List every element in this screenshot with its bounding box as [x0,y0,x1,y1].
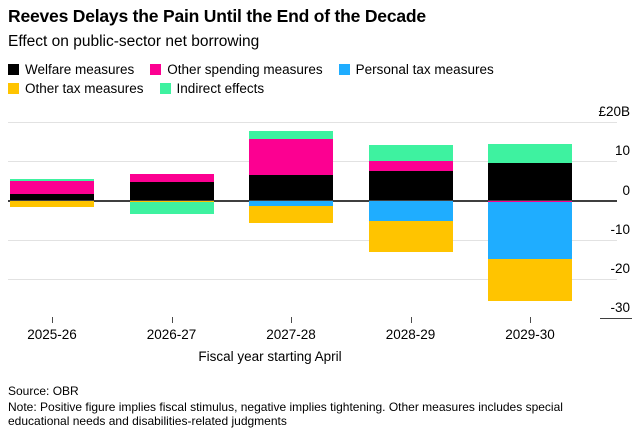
bar-segment [488,202,572,259]
y-axis-tick-label: £20B [598,103,630,119]
legend-label: Personal tax measures [355,62,494,77]
bar-segment [129,202,214,215]
bar-segment [368,220,453,252]
y-axis-tick-label: -20 [610,261,630,277]
bar-segment [249,138,333,176]
legend-row: Welfare measures Other spending measures P… [8,62,494,77]
x-axis-tick [171,317,173,323]
x-axis-tick [52,317,53,323]
legend-row: Other tax measures Indirect effects [8,81,494,96]
y-axis-tick-label: 10 [614,143,630,159]
legend-label: Other spending measures [167,62,323,77]
legend-item: Other tax measures [8,81,144,96]
gridline [8,239,617,241]
legend-item: Indirect effects [159,81,265,96]
bar-segment [249,175,333,201]
legend-label: Indirect effects [176,81,265,96]
chart-title: Reeves Delays the Pain Until the End of … [8,6,426,26]
legend-item: Other spending measures [150,62,323,77]
bar-segment [488,143,572,164]
gridline-short [600,318,632,320]
y-axis-tick-label: 0 [622,182,630,198]
legend-swatch-icon [150,64,162,75]
bar-segment [129,173,214,182]
legend-item: Personal tax measures [338,62,494,77]
legend-label: Welfare measures [25,62,135,77]
bar-segment [368,200,453,221]
chart-subtitle: Effect on public-sector net borrowing [8,33,260,50]
bar-segment [368,171,453,201]
x-axis-tick [291,317,292,323]
bar-segment [488,200,572,203]
legend-item: Welfare measures [8,62,134,77]
gridline [8,121,617,123]
bar-segment [488,258,572,302]
y-axis-tick-label: -10 [610,221,630,237]
bar-segment [249,130,333,139]
bar-segment [10,180,94,195]
note-text: Note: Positive figure implies fiscal sti… [8,399,563,429]
bar-segment [10,179,94,181]
bar-segment [488,163,572,201]
legend-swatch-icon [8,64,19,75]
x-axis-tick-label: 2026-27 [146,327,197,342]
bar-segment [10,200,94,207]
footer: Source: OBR Note: Positive figure implie… [8,384,606,429]
x-axis-tick [530,317,531,323]
bar-segment [368,144,453,161]
bar-segment [249,206,333,224]
bar-segment [129,181,214,201]
legend-swatch-icon [338,64,350,75]
bar-segment [368,160,453,171]
source-text: Source: OBR [8,384,79,398]
y-axis-tick-label: -30 [610,300,630,316]
x-axis-tick [410,317,412,323]
legend-label: Other tax measures [25,81,144,96]
legend-swatch-icon [8,83,19,94]
gridline [8,279,617,281]
x-axis-tick-label: 2027-28 [266,327,316,342]
x-axis-title: Fiscal year starting April [198,349,342,364]
legend: Welfare measures Other spending measures P… [8,62,494,96]
bar-segment [129,200,214,203]
x-axis-tick-label: 2025-26 [27,327,77,342]
bar-segment [10,194,94,201]
x-axis-tick-label: 2029-30 [505,327,555,342]
x-axis-tick-label: 2028-29 [385,327,436,342]
legend-swatch-icon [159,83,171,94]
bar-segment [249,200,333,207]
